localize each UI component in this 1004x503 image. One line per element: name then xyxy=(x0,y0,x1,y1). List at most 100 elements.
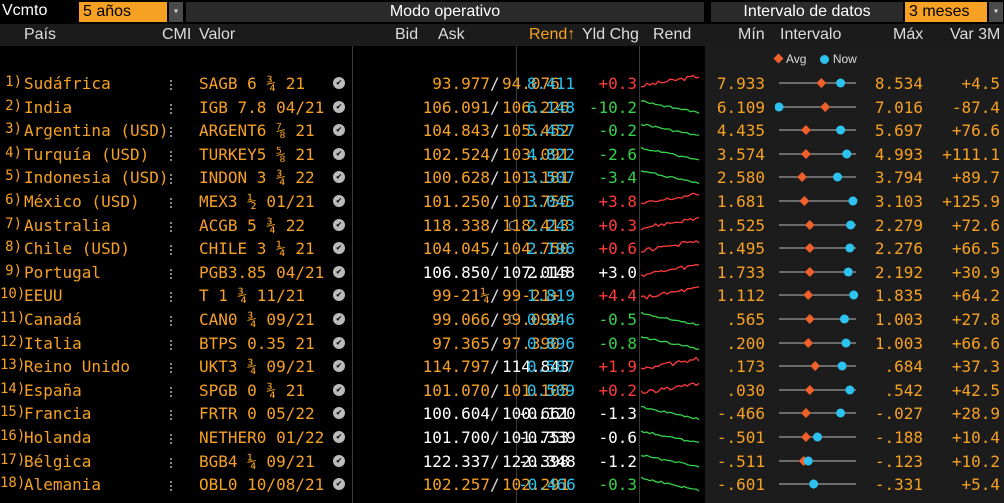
header-pais[interactable]: País xyxy=(24,26,57,43)
check-icon[interactable]: ✔ xyxy=(333,77,345,89)
security-name[interactable]: SAGB 6 ¾ 21 xyxy=(199,74,305,93)
country-name[interactable]: Turquía (USD) xyxy=(24,144,150,164)
check-icon[interactable]: ✔ xyxy=(333,407,345,420)
cmi-indicator-icon[interactable] xyxy=(170,245,178,256)
security-name[interactable]: BTPS 0.35 21 xyxy=(199,333,315,353)
country-name[interactable]: Portugal xyxy=(24,262,102,282)
country-name[interactable]: India xyxy=(24,97,73,117)
header-yld-chg[interactable]: Yld Chg xyxy=(582,26,639,43)
cmi-indicator-icon[interactable] xyxy=(170,268,178,279)
security-name[interactable]: OBL0 10/08/21 xyxy=(199,475,325,495)
check-icon[interactable]: ✔ xyxy=(333,218,345,231)
table-row[interactable]: 1) Sudáfrica SAGB 6 ¾ 21 ✔ 93.977/94.076 8.41… xyxy=(0,72,1004,95)
security-name[interactable]: PGB3.85 04/21 xyxy=(199,262,325,282)
check-icon[interactable]: ✔ xyxy=(333,313,345,325)
table-row[interactable]: 6) México (USD) MEX3 ½ 01/21 ✔ 101.250/101.7… xyxy=(0,190,1004,213)
header-bid[interactable]: Bid xyxy=(395,26,419,43)
vcmto-dropdown-icon[interactable]: ▾ xyxy=(169,2,183,22)
table-row[interactable]: 5) Indonesia (USD) INDON 3 ¾ 22 ✔ 100.628/10… xyxy=(0,166,1004,189)
security-name[interactable]: TURKEY5 ⅝ 21 xyxy=(199,144,315,164)
interval-select[interactable]: 3 meses xyxy=(905,2,987,22)
table-row[interactable]: 10) EEUU T 1 ¾ 11/21 ✔ 99-21¼/99-21+ 1.819 +4.… xyxy=(0,284,1004,307)
country-name[interactable]: Chile (USD) xyxy=(24,239,130,259)
security-name[interactable]: SPGB 0 ¾ 21 xyxy=(199,380,305,400)
check-icon[interactable]: ✔ xyxy=(333,100,345,113)
table-row[interactable]: 11) Canadá CAN0 ¾ 09/21 ✔ 99.066/99.090 C 0.94… xyxy=(0,308,1004,331)
cmi-indicator-icon[interactable] xyxy=(170,150,178,161)
header-valor[interactable]: Valor xyxy=(199,26,236,43)
check-icon[interactable]: ✔ xyxy=(333,124,345,137)
security-name[interactable]: ARGENT6 ⅞ 21 xyxy=(199,121,315,141)
check-icon[interactable]: ✔ xyxy=(333,454,345,467)
table-row[interactable]: 7) Australia ACGB 5 ¾ 22 ✔ 118.338/118.413 C 2… xyxy=(0,214,1004,237)
table-row[interactable]: 3) Argentina (USD) ARGENT6 ⅞ 21 ✔ 104.843/10… xyxy=(0,119,1004,142)
country-name[interactable]: Bélgica xyxy=(24,451,92,471)
security-name[interactable]: CAN0 ¾ 09/21 xyxy=(199,310,315,329)
security-name[interactable]: MEX3 ½ 01/21 xyxy=(199,192,315,211)
table-row[interactable]: 2) India IGB 7.8 04/21 ✔ 106.091/106.226 6.14… xyxy=(0,96,1004,119)
check-icon[interactable]: ✔ xyxy=(333,265,345,278)
check-icon[interactable]: ✔ xyxy=(333,289,345,302)
vcmto-select[interactable]: 5 años xyxy=(79,2,167,22)
country-name[interactable]: Canadá xyxy=(24,310,82,329)
table-row[interactable]: 12) Italia BTPS 0.35 21 ✔ 97.365/97.390 0.896… xyxy=(0,332,1004,355)
country-name[interactable]: España xyxy=(24,380,82,400)
security-name[interactable]: T 1 ¾ 11/21 xyxy=(199,286,305,306)
check-icon[interactable]: ✔ xyxy=(333,242,345,255)
table-row[interactable]: 4) Turquía (USD) TURKEY5 ⅝ 21 ✔ 102.524/103.… xyxy=(0,143,1004,166)
header-cmi[interactable]: CMI xyxy=(162,26,192,43)
security-name[interactable]: BGB4 ¼ 09/21 xyxy=(199,451,315,471)
cmi-indicator-icon[interactable] xyxy=(170,434,178,444)
mode-label[interactable]: Modo operativo xyxy=(186,2,704,22)
table-row[interactable]: 9) Portugal PGB3.85 04/21 ✔ 106.850/107.015 2… xyxy=(0,261,1004,284)
header-rend-chart[interactable]: Rend xyxy=(653,26,692,43)
country-name[interactable]: Australia xyxy=(24,215,111,235)
cmi-indicator-icon[interactable] xyxy=(170,103,178,114)
header-min[interactable]: Mín xyxy=(738,26,765,43)
check-icon[interactable]: ✔ xyxy=(333,431,345,443)
table-row[interactable]: 18) Alemania OBL0 10/08/21 ✔ 102.257/102.291… xyxy=(0,473,1004,496)
check-icon[interactable]: ✔ xyxy=(333,336,345,349)
security-name[interactable]: FRTR 0 05/22 xyxy=(199,404,315,424)
table-row[interactable]: 15) Francia FRTR 0 05/22 ✔ 100.604/100.661 -0… xyxy=(0,402,1004,425)
country-name[interactable]: Reino Unido xyxy=(24,357,130,377)
cmi-indicator-icon[interactable] xyxy=(170,174,178,185)
cmi-indicator-icon[interactable] xyxy=(170,339,178,350)
table-row[interactable]: 13) Reino Unido UKT3 ¾ 09/21 ✔ 114.797/114.8… xyxy=(0,355,1004,378)
header-ask[interactable]: Ask xyxy=(438,26,465,43)
check-icon[interactable]: ✔ xyxy=(333,383,345,396)
check-icon[interactable]: ✔ xyxy=(333,478,345,491)
header-rend-sorted[interactable]: Rend↑ xyxy=(529,26,576,43)
country-name[interactable]: Francia xyxy=(24,404,92,424)
cmi-indicator-icon[interactable] xyxy=(170,316,178,326)
cmi-indicator-icon[interactable] xyxy=(170,127,178,138)
security-name[interactable]: UKT3 ¾ 09/21 xyxy=(199,357,315,377)
security-name[interactable]: ACGB 5 ¾ 22 xyxy=(199,215,305,235)
security-name[interactable]: NETHER0 01/22 xyxy=(199,428,325,447)
table-row[interactable]: 16) Holanda NETHER0 01/22 ✔ 101.700/101.753-… xyxy=(0,426,1004,449)
cmi-indicator-icon[interactable] xyxy=(170,292,178,303)
country-name[interactable]: Holanda xyxy=(24,428,92,447)
check-icon[interactable]: ✔ xyxy=(333,195,345,207)
table-row[interactable]: 14) España SPGB 0 ¾ 21 ✔ 101.070/101.105 0.50… xyxy=(0,379,1004,402)
table-row[interactable]: 8) Chile (USD) CHILE 3 ¼ 21 ✔ 104.045/104.75… xyxy=(0,237,1004,260)
header-var-3m[interactable]: Var 3M xyxy=(950,26,1001,43)
security-name[interactable]: IGB 7.8 04/21 xyxy=(199,97,325,117)
country-name[interactable]: Alemania xyxy=(24,475,102,495)
country-name[interactable]: México (USD) xyxy=(24,192,140,211)
cmi-indicator-icon[interactable] xyxy=(170,457,178,468)
cmi-indicator-icon[interactable] xyxy=(170,198,178,208)
country-name[interactable]: Italia xyxy=(24,333,82,353)
country-name[interactable]: Argentina (USD) xyxy=(24,121,169,141)
country-name[interactable]: Sudáfrica xyxy=(24,74,111,93)
security-name[interactable]: INDON 3 ¾ 22 xyxy=(199,168,315,188)
cmi-indicator-icon[interactable] xyxy=(170,80,178,90)
table-row[interactable]: 17) Bélgica BGB4 ¼ 09/21 ✔ 122.337/122.398 -0… xyxy=(0,450,1004,473)
check-icon[interactable]: ✔ xyxy=(333,147,345,160)
cmi-indicator-icon[interactable] xyxy=(170,410,178,421)
cmi-indicator-icon[interactable] xyxy=(170,221,178,232)
country-name[interactable]: EEUU xyxy=(24,286,63,306)
check-icon[interactable]: ✔ xyxy=(333,171,345,184)
check-icon[interactable]: ✔ xyxy=(333,360,345,373)
cmi-indicator-icon[interactable] xyxy=(170,363,178,374)
